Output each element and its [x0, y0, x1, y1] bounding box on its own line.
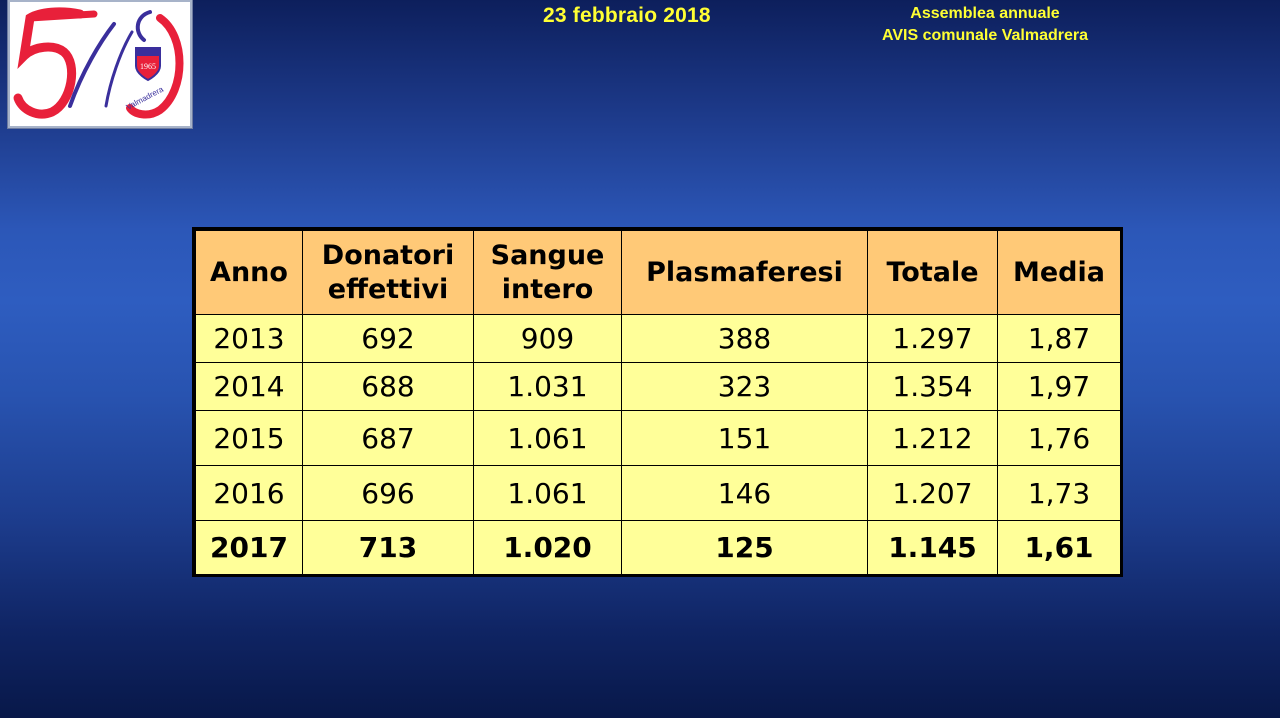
organization-line-2: AVIS comunale Valmadrera — [881, 27, 1088, 44]
column-header-donatori-effettivi: Donatori effettivi — [302, 230, 474, 315]
table-row: 2014 688 1.031 323 1.354 1,97 — [195, 362, 1121, 411]
cell-totale: 1.207 — [867, 465, 998, 521]
table-header-row: Anno Donatori effettivi Sangue intero Plas… — [195, 230, 1121, 315]
cell-plasmaferesi: 146 — [621, 465, 868, 521]
cell-plasmaferesi: 151 — [621, 410, 868, 466]
cell-totale: 1.145 — [867, 520, 998, 575]
cell-donatori: 692 — [302, 314, 474, 363]
cell-donatori: 688 — [302, 362, 474, 411]
cell-plasmaferesi: 125 — [621, 520, 868, 575]
cell-sangue: 909 — [473, 314, 622, 363]
cell-totale: 1.212 — [867, 410, 998, 466]
cell-sangue: 1.061 — [473, 465, 622, 521]
cell-anno: 2014 — [195, 362, 303, 411]
cell-anno: 2017 — [195, 520, 303, 575]
organization-title: Assemblea annuale AVIS comunale Valmadre… — [850, 3, 1120, 47]
cell-media: 1,61 — [997, 520, 1121, 575]
table-row-current-year: 2017 713 1.020 125 1.145 1,61 — [195, 520, 1121, 575]
logo-year: 1965 — [140, 62, 156, 71]
cell-donatori: 713 — [302, 520, 474, 575]
cell-media: 1,73 — [997, 465, 1121, 521]
cell-plasmaferesi: 323 — [621, 362, 868, 411]
donations-table-container: Anno Donatori effettivi Sangue intero Plas… — [192, 227, 1123, 577]
cell-media: 1,76 — [997, 410, 1121, 466]
table-row: 2016 696 1.061 146 1.207 1,73 — [195, 465, 1121, 521]
cell-anno: 2016 — [195, 465, 303, 521]
organization-line-1: Assemblea annuale — [910, 5, 1060, 22]
cell-sangue: 1.031 — [473, 362, 622, 411]
avis-50-anniversary-logo-icon: 1965 Valmadrera — [13, 7, 184, 119]
cell-donatori: 687 — [302, 410, 474, 466]
cell-totale: 1.354 — [867, 362, 998, 411]
cell-sangue: 1.020 — [473, 520, 622, 575]
cell-totale: 1.297 — [867, 314, 998, 363]
column-header-anno: Anno — [195, 230, 303, 315]
cell-plasmaferesi: 388 — [621, 314, 868, 363]
donations-table: Anno Donatori effettivi Sangue intero Plas… — [195, 230, 1121, 575]
cell-anno: 2013 — [195, 314, 303, 363]
meeting-date: 23 febbraio 2018 — [543, 4, 711, 27]
cell-donatori: 696 — [302, 465, 474, 521]
cell-anno: 2015 — [195, 410, 303, 466]
cell-media: 1,87 — [997, 314, 1121, 363]
cell-media: 1,97 — [997, 362, 1121, 411]
column-header-totale: Totale — [867, 230, 998, 315]
table-row: 2015 687 1.061 151 1.212 1,76 — [195, 410, 1121, 466]
cell-sangue: 1.061 — [473, 410, 622, 466]
column-header-media: Media — [997, 230, 1121, 315]
column-header-sangue-intero: Sangue intero — [473, 230, 622, 315]
column-header-plasmaferesi: Plasmaferesi — [621, 230, 868, 315]
avis-logo: 1965 Valmadrera — [8, 0, 192, 128]
table-row: 2013 692 909 388 1.297 1,87 — [195, 314, 1121, 363]
